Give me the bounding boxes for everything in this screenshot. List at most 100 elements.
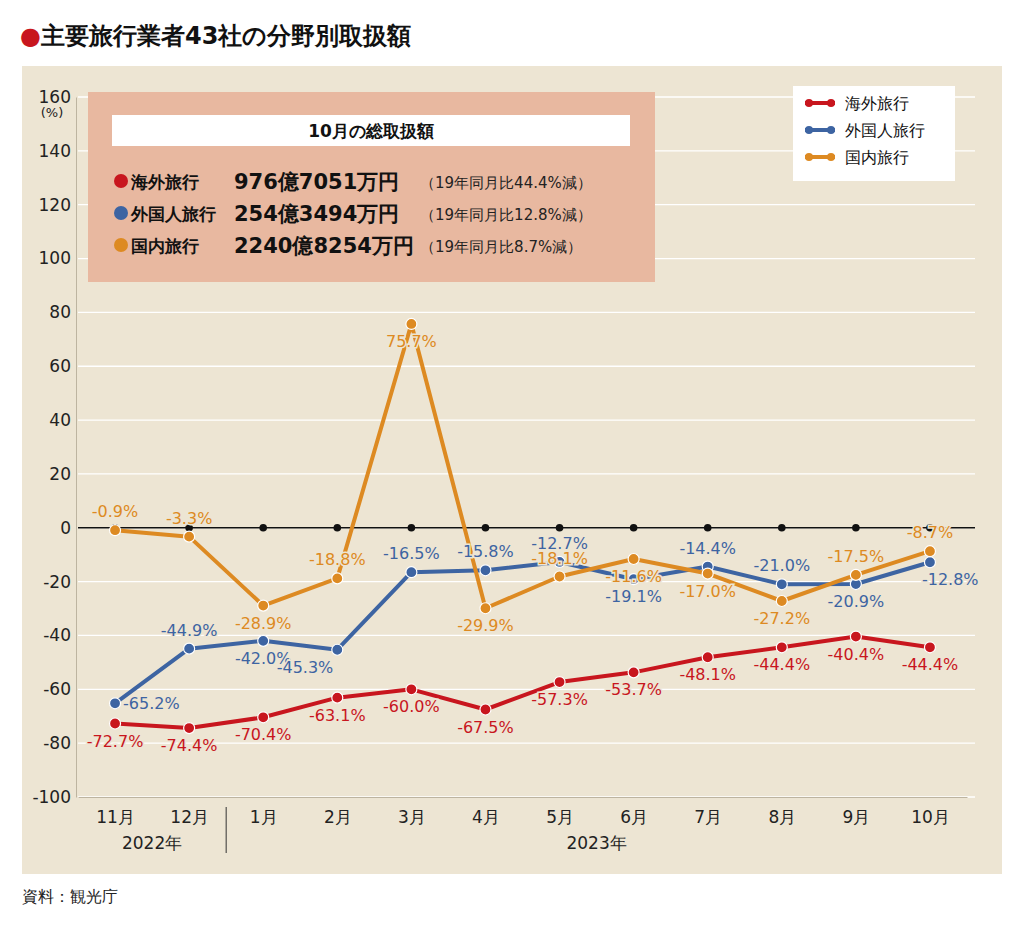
series-line xyxy=(115,324,930,608)
y-tick-label: 20 xyxy=(49,464,71,484)
data-label: 75.7% xyxy=(386,332,437,351)
y-tick: -100 xyxy=(32,787,76,807)
data-label: -27.2% xyxy=(753,609,810,628)
zero-line-dot xyxy=(852,524,860,532)
zero-line-dot xyxy=(556,524,564,532)
data-label: -70.4% xyxy=(235,725,292,744)
source-note: 資料：観光庁 xyxy=(22,887,118,906)
y-tick: 80 xyxy=(49,302,76,322)
x-axis: 11月12月1月2月3月4月5月6月7月8月9月10月 xyxy=(79,797,968,827)
series-marker xyxy=(480,704,491,715)
legend-label: 外国人旅行 xyxy=(845,121,925,140)
chart-svg: ●主要旅行業者43社の分野別取扱額資料：観光庁-100-80-60-40-200… xyxy=(0,0,1024,928)
series-marker xyxy=(776,596,787,607)
y-tick-label: -40 xyxy=(43,625,71,645)
category-groups: 2022年2023年 xyxy=(122,807,627,853)
y-tick: 0 xyxy=(60,518,76,538)
grid-line xyxy=(78,419,975,420)
data-label: -63.1% xyxy=(309,706,366,725)
x-tick: 9月 xyxy=(842,797,870,827)
x-tick-label: 5月 xyxy=(546,807,574,827)
zero-line-dot xyxy=(704,524,712,532)
series-marker xyxy=(258,635,269,646)
grid-line xyxy=(78,527,975,528)
y-tick-label: -100 xyxy=(32,787,71,807)
data-label: -3.3% xyxy=(166,509,212,528)
y-tick: -60 xyxy=(43,679,76,699)
y-tick-label: 140 xyxy=(39,141,71,161)
data-label: -17.0% xyxy=(679,582,736,601)
data-label: -72.7% xyxy=(87,732,144,751)
y-tick-label: 40 xyxy=(49,410,71,430)
data-layer xyxy=(110,318,936,733)
data-label: -11.6% xyxy=(605,567,662,586)
y-tick-label: 100 xyxy=(39,248,71,268)
x-tick-label: 8月 xyxy=(768,807,796,827)
series-marker xyxy=(258,712,269,723)
series-marker xyxy=(184,643,195,654)
y-tick: -20 xyxy=(43,572,76,592)
series-marker xyxy=(406,318,417,329)
annotation-row-amount: 2240億8254万円 xyxy=(234,234,414,258)
grid-line xyxy=(78,366,975,367)
series-line xyxy=(115,637,930,729)
data-label: -18.1% xyxy=(531,549,588,568)
data-label: -14.4% xyxy=(679,539,736,558)
x-tick: 8月 xyxy=(768,797,796,827)
y-tick: 40 xyxy=(49,410,76,430)
zero-line-dot xyxy=(482,524,490,532)
zero-line-dot xyxy=(408,524,416,532)
series-marker xyxy=(332,573,343,584)
y-tick: -40 xyxy=(43,625,76,645)
zero-line-dot xyxy=(259,524,267,532)
x-tick: 11月 xyxy=(96,797,135,827)
data-label: -0.9% xyxy=(92,502,138,521)
annotation-row-bullet xyxy=(114,174,128,188)
data-label: -53.7% xyxy=(605,680,662,699)
zero-line-dot xyxy=(778,524,786,532)
annotation-row-bullet xyxy=(114,206,128,220)
data-label: -15.8% xyxy=(457,542,514,561)
data-label: -44.4% xyxy=(753,655,810,674)
series-marker xyxy=(110,698,121,709)
data-label: -20.9% xyxy=(828,592,885,611)
data-label: -57.3% xyxy=(531,690,588,709)
series-marker xyxy=(480,565,491,576)
x-tick-label: 10月 xyxy=(911,807,950,827)
series-marker xyxy=(110,525,121,536)
legend-swatch-marker xyxy=(827,99,835,107)
grid-line xyxy=(78,473,975,474)
annotation-row-note: （19年同月比8.7%減） xyxy=(420,238,582,256)
legend-swatch-marker xyxy=(827,153,835,161)
x-tick-label: 9月 xyxy=(842,807,870,827)
data-label: -17.5% xyxy=(828,547,885,566)
zero-line-dot xyxy=(630,524,638,532)
y-tick: -80 xyxy=(43,733,76,753)
y-tick-label: 0 xyxy=(60,518,71,538)
grid-line xyxy=(78,689,975,690)
series-marker xyxy=(924,546,935,557)
series-marker xyxy=(850,569,861,580)
y-tick-label: -80 xyxy=(43,733,71,753)
annotation-row-note: （19年同月比12.8%減） xyxy=(420,206,592,224)
legend-swatch-marker xyxy=(805,99,813,107)
y-tick-label: 80 xyxy=(49,302,71,322)
y-tick-label: -20 xyxy=(43,572,71,592)
annotation-box-title: 10月の総取扱額 xyxy=(308,121,434,141)
data-label: -44.4% xyxy=(902,655,959,674)
series-marker xyxy=(406,684,417,695)
legend-swatch-marker xyxy=(805,126,813,134)
data-label: -65.2% xyxy=(123,694,180,713)
annotation-row-amount: 976億7051万円 xyxy=(234,170,399,194)
series-marker xyxy=(184,723,195,734)
y-tick-label: 60 xyxy=(49,356,71,376)
chart-root: ●主要旅行業者43社の分野別取扱額資料：観光庁-100-80-60-40-200… xyxy=(0,0,1024,928)
y-tick-label: 120 xyxy=(39,195,71,215)
x-tick-label: 4月 xyxy=(472,807,500,827)
series-marker xyxy=(850,631,861,642)
data-label: -44.9% xyxy=(161,621,218,640)
series-marker xyxy=(776,642,787,653)
data-label: -48.1% xyxy=(679,665,736,684)
y-tick-label: -60 xyxy=(43,679,71,699)
x-tick: 1月 xyxy=(250,797,278,827)
